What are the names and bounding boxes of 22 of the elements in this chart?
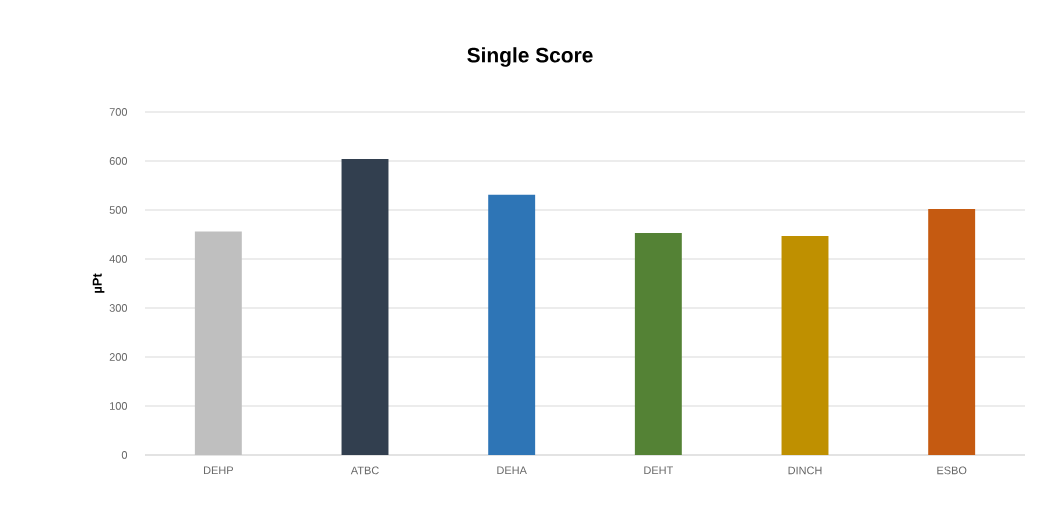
bar (341, 159, 389, 455)
y-tick-label: 300 (109, 304, 128, 312)
y-tick-label: 500 (109, 206, 128, 214)
bar (928, 209, 976, 455)
x-tick-label: ESBO (937, 466, 967, 475)
y-tick-label: 600 (109, 157, 128, 165)
y-tick-label: 0 (121, 451, 128, 459)
y-tick-label: 700 (109, 108, 128, 116)
x-tick-label: DEHT (644, 466, 673, 475)
x-tick-label: DEHA (497, 466, 527, 475)
bar (634, 233, 682, 455)
bar (488, 194, 536, 455)
chart-title: Single Score (467, 47, 593, 67)
y-axis-title: µPt (92, 273, 105, 293)
y-tick-label: 400 (109, 255, 128, 263)
y-tick-label: 100 (110, 402, 128, 410)
x-tick-label: DINCH (788, 466, 822, 475)
x-tick-label: DEHP (204, 466, 233, 475)
bar (781, 235, 829, 455)
y-tick-label: 200 (109, 353, 128, 361)
bar (194, 231, 242, 455)
x-tick-label: ATBC (350, 466, 379, 475)
